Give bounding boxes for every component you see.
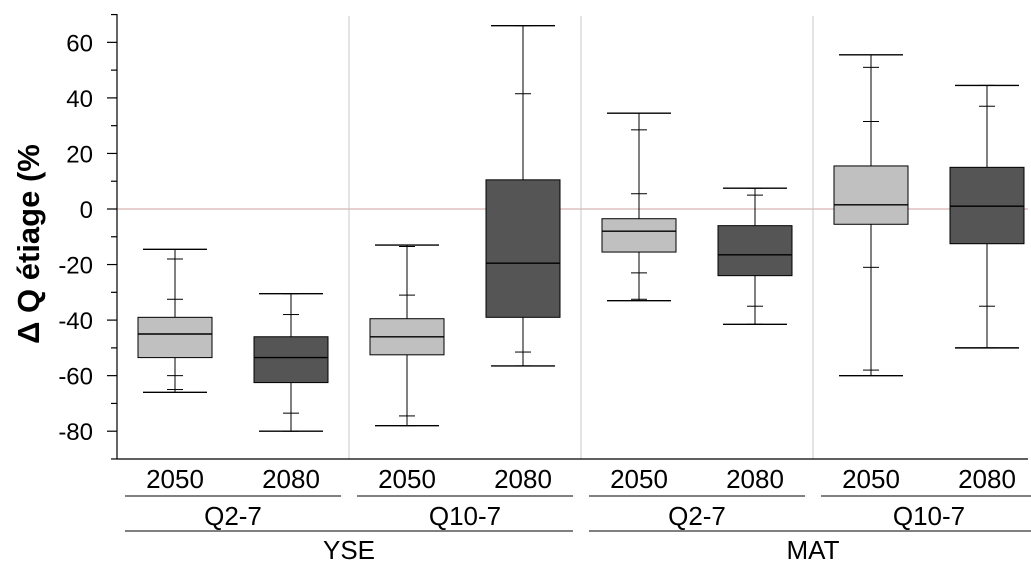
y-tick-label: 20	[66, 141, 93, 168]
y-tick-label: 0	[80, 197, 93, 224]
y-tick-label: 60	[66, 30, 93, 57]
y-tick-label: -20	[58, 253, 93, 280]
y-tick-label: -80	[58, 419, 93, 446]
iqr-box	[253, 336, 329, 384]
boxplot-mat-q10-7-2050	[833, 54, 909, 377]
period-label: 2080	[262, 464, 320, 494]
boxplot-yse-q10-7-2080	[485, 24, 561, 367]
grid-layer	[117, 16, 1028, 459]
y-axis-title: Δ Q étiage (%	[11, 144, 46, 344]
period-label: 2050	[146, 464, 204, 494]
period-label: 2050	[610, 464, 668, 494]
box-layer	[137, 24, 1025, 432]
boxplot-yse-q10-7-2050	[369, 244, 445, 427]
y-tick-label: -60	[58, 364, 93, 391]
boxplot-mat-q2-7-2050	[601, 112, 677, 302]
y-tick-label: 40	[66, 86, 93, 113]
group-label: MAT	[787, 535, 840, 563]
boxplot-mat-q10-7-2080	[949, 84, 1025, 349]
subgroup-label: Q2-7	[668, 501, 726, 531]
period-label: 2080	[494, 464, 552, 494]
group-label: YSE	[323, 535, 375, 563]
subgroup-label: Q10-7	[893, 501, 965, 531]
period-label: 2050	[842, 464, 900, 494]
iqr-box	[833, 165, 909, 225]
period-label: 2080	[726, 464, 784, 494]
iqr-box	[717, 225, 793, 277]
boxplot-yse-q2-7-2050	[137, 248, 213, 394]
y-tick-label: -40	[58, 308, 93, 335]
period-label: 2050	[378, 464, 436, 494]
period-label: 2080	[958, 464, 1016, 494]
iqr-box	[485, 179, 561, 318]
iqr-box	[601, 218, 677, 253]
axis-layer: -80 -60 -40 -20 0 20 40 60	[58, 13, 1028, 460]
boxplot-yse-q2-7-2080	[253, 293, 329, 432]
boxplot-mat-q2-7-2080	[717, 187, 793, 325]
iqr-box	[137, 316, 213, 359]
subgroup-label: Q10-7	[429, 501, 501, 531]
subgroup-label: Q2-7	[204, 501, 262, 531]
